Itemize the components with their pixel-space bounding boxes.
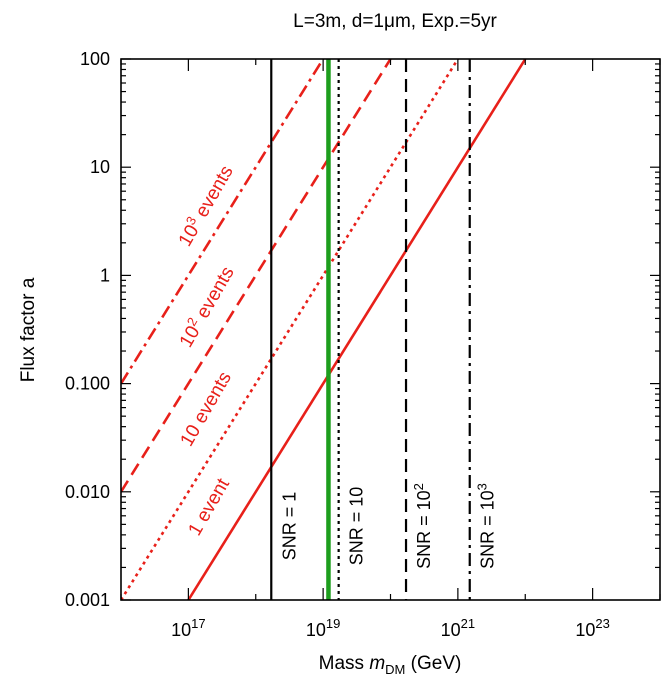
- event-line-label: 102 events: [173, 262, 239, 352]
- snr-line-label: SNR = 10: [347, 487, 367, 566]
- y-tick-label: 0.001: [65, 590, 110, 610]
- event-line: [121, 59, 460, 600]
- snr-line-label: SNR = 102: [411, 483, 434, 569]
- chart-title: L=3m, d=1μm, Exp.=5yr: [293, 11, 497, 32]
- snr-line-label: SNR = 1: [279, 492, 299, 561]
- event-line-label: 10 events: [177, 368, 236, 450]
- x-tick-label: 1019: [306, 616, 341, 640]
- y-tick-label: 10: [90, 157, 110, 177]
- event-line: [121, 59, 392, 493]
- plot-area: [121, 59, 527, 600]
- snr-line-label: SNR = 103: [475, 483, 498, 569]
- event-line-label: 103 events: [172, 161, 238, 251]
- x-tick-label: 1021: [441, 616, 476, 640]
- x-tick-label: 1023: [575, 616, 610, 640]
- axis-ticks: [120, 58, 661, 601]
- y-tick-label: 0.010: [65, 482, 110, 502]
- x-axis-label: Mass mDM (GeV): [319, 653, 462, 677]
- event-line: [121, 59, 325, 385]
- y-tick-label: 0.100: [65, 374, 110, 394]
- axis-tick-labels: 1017 1019 1021 1023 0.001 0.010 0.100 1 10 100: [65, 49, 610, 640]
- y-tick-label: 100: [80, 49, 110, 69]
- x-tick-label: 1017: [171, 616, 206, 640]
- y-axis-label: Flux factor a: [18, 277, 39, 382]
- y-tick-label: 1: [100, 265, 110, 285]
